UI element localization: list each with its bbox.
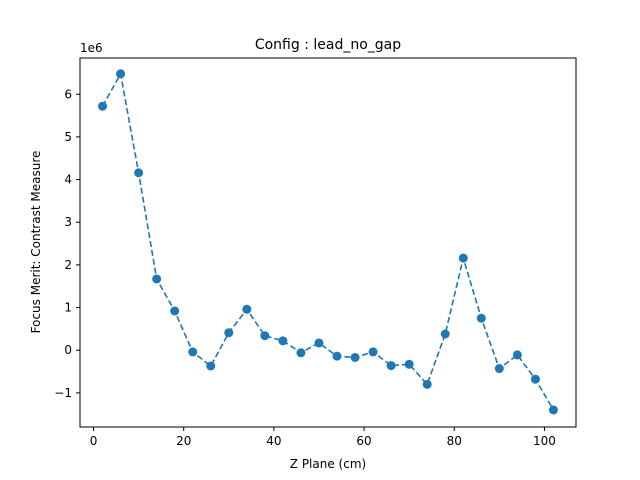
- y-tick-label: 1: [64, 301, 72, 315]
- data-point: [296, 348, 306, 358]
- x-tick-label: 80: [447, 434, 462, 448]
- x-tick-label: 0: [90, 434, 98, 448]
- data-point: [170, 306, 180, 316]
- data-point: [224, 328, 234, 338]
- data-point: [134, 168, 144, 178]
- data-point: [332, 351, 342, 361]
- x-tick-label: 20: [176, 434, 191, 448]
- data-point: [278, 336, 288, 346]
- series-line: [101, 71, 555, 411]
- plot-marks: [98, 69, 558, 415]
- y-tick-label: 6: [64, 87, 72, 101]
- data-point: [548, 405, 558, 415]
- y-tick-label: 3: [64, 215, 72, 229]
- x-tick-label: 40: [266, 434, 281, 448]
- data-point: [314, 338, 324, 348]
- y-axis-label: Focus Merit: Contrast Measure: [29, 151, 43, 334]
- y-tick-label: 0: [64, 343, 72, 357]
- data-point: [116, 69, 126, 79]
- chart-title: Config : lead_no_gap: [255, 37, 401, 53]
- data-point: [458, 253, 468, 263]
- y-tick-label: −1: [54, 386, 72, 400]
- data-point: [422, 379, 432, 389]
- data-point: [350, 352, 360, 362]
- data-point: [512, 350, 522, 360]
- data-point: [476, 313, 486, 323]
- x-axis-label: Z Plane (cm): [290, 457, 366, 471]
- y-tick-label: 5: [64, 130, 72, 144]
- data-point: [152, 274, 162, 284]
- data-point: [440, 329, 450, 339]
- x-tick-label: 60: [356, 434, 371, 448]
- x-tick-label: 100: [533, 434, 556, 448]
- data-point: [98, 101, 108, 111]
- y-tick-label: 2: [64, 258, 72, 272]
- y-offset-label: 1e6: [80, 41, 103, 55]
- y-tick-label: 4: [64, 173, 72, 187]
- data-point: [188, 347, 198, 357]
- data-point: [404, 359, 414, 369]
- data-point: [206, 361, 216, 371]
- data-point: [386, 361, 396, 371]
- axis-ticks: 0 20 40 60 80 100 −1 0 1 2 3 4 5 6: [54, 87, 556, 448]
- data-point: [494, 364, 504, 374]
- data-point: [368, 347, 378, 357]
- data-point: [242, 304, 252, 314]
- plot-frame: [79, 57, 577, 428]
- data-point: [530, 374, 540, 384]
- data-point: [260, 331, 270, 341]
